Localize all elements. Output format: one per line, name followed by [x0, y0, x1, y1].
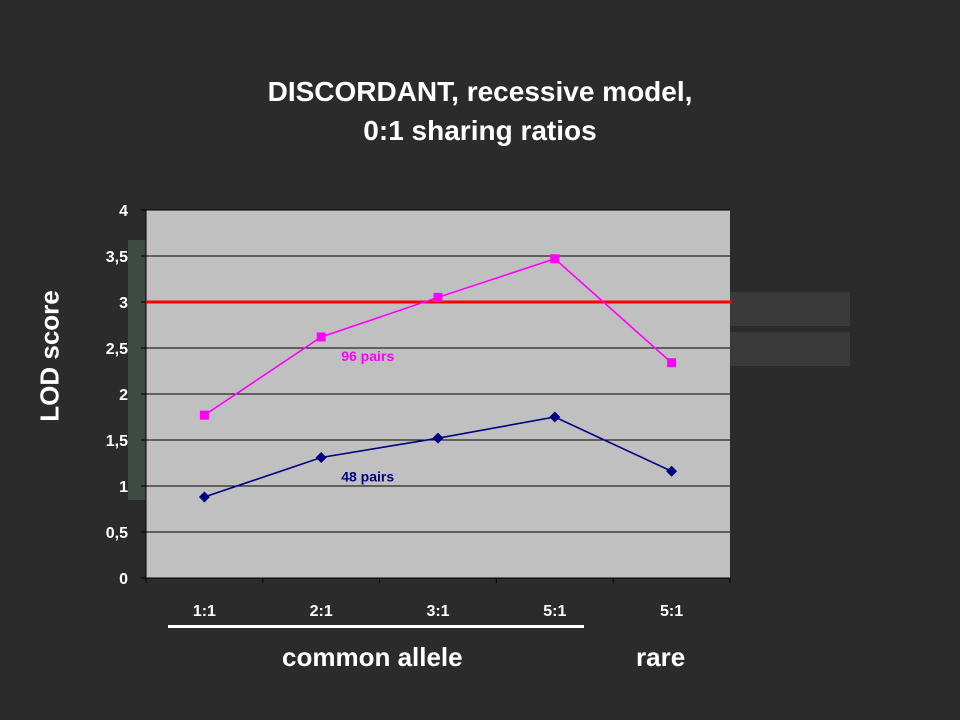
x-tick-label: 2:1 — [310, 603, 333, 620]
series-label: 48 pairs — [341, 468, 394, 484]
labels-group: 0 0,5 1 1,5 2 2,5 3 3,5 4 1:1 2:1 3:1 5:1 5:1 96 pairs… — [106, 203, 684, 620]
y-tick-label: 0 — [119, 571, 128, 588]
title-line-2: 0:1 sharing ratios — [363, 115, 597, 146]
background-band-left — [128, 240, 148, 500]
x-tick-label: 3:1 — [426, 603, 449, 620]
y-tick-label: 4 — [119, 203, 128, 220]
background-band-right-1 — [730, 292, 850, 326]
group-label-rare: rare — [636, 642, 686, 672]
data-point-diamond — [549, 411, 561, 423]
series-group — [198, 254, 678, 503]
background-band-right-2 — [730, 332, 850, 366]
axes — [141, 209, 731, 583]
y-tick-label: 0,5 — [106, 525, 128, 542]
title-line-1: DISCORDANT, recessive model, — [267, 76, 693, 107]
data-point-diamond — [315, 451, 327, 463]
y-tick-label: 2,5 — [106, 341, 128, 358]
data-point-diamond — [198, 491, 210, 503]
data-point-square — [199, 410, 209, 420]
group-label-common: common allele — [282, 642, 463, 672]
y-tick-label: 1 — [119, 479, 128, 496]
series-label: 96 pairs — [341, 348, 394, 364]
y-tick-label: 1,5 — [106, 433, 128, 450]
x-tick-label: 1:1 — [193, 603, 216, 620]
y-axis-label: LOD score — [34, 290, 65, 422]
y-tick-label: 2 — [119, 387, 128, 404]
data-point-square — [316, 332, 326, 342]
data-point-square — [433, 292, 443, 302]
x-tick-label: 5:1 — [660, 603, 683, 620]
data-point-diamond — [666, 465, 678, 477]
y-tick-label: 3,5 — [106, 249, 128, 266]
data-point-square — [667, 358, 677, 368]
x-tick-label: 5:1 — [543, 603, 566, 620]
data-point-square — [550, 254, 560, 264]
slide-title: DISCORDANT, recessive model, 0:1 sharing… — [0, 72, 960, 150]
data-point-diamond — [432, 432, 444, 444]
common-allele-underline — [168, 625, 584, 628]
y-tick-label: 3 — [119, 295, 128, 312]
